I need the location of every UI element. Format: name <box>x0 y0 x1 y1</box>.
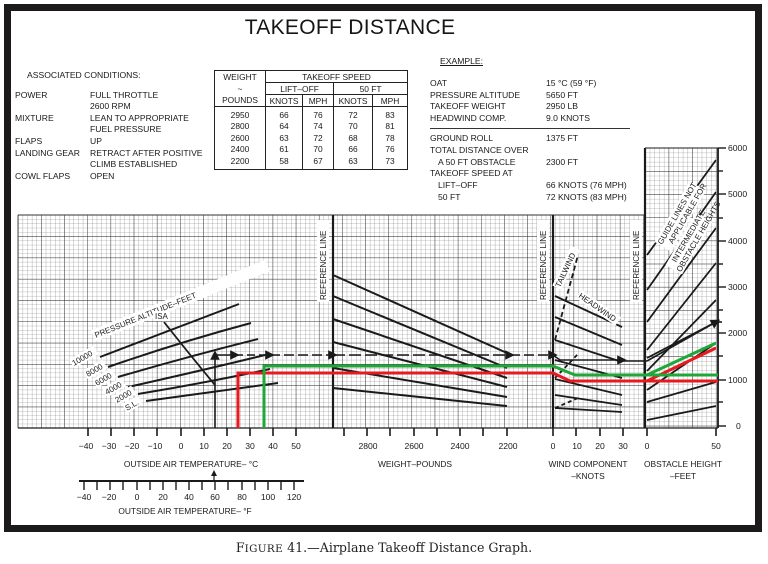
figure-caption: FIGURE 41.—Airplane Takeoff Distance Gra… <box>235 540 533 555</box>
oat-c-axis-label: OUTSIDE AIR TEMPERATURE– °C <box>124 459 258 469</box>
svg-text:−30: −30 <box>102 441 117 451</box>
svg-text:2800: 2800 <box>358 441 377 451</box>
svg-text:0: 0 <box>645 441 650 451</box>
distance-tick-labels: 0 1000 2000 3000 4000 5000 6000 <box>728 143 747 431</box>
svg-text:0: 0 <box>551 441 556 451</box>
svg-text:10: 10 <box>199 441 209 451</box>
condition-row: LANDING GEAR RETRACT AFTER POSITIVE <box>15 147 203 158</box>
conditions-header: ASSOCIATED CONDITIONS: <box>27 70 141 80</box>
svg-text:6000: 6000 <box>728 143 747 153</box>
svg-text:20: 20 <box>158 492 168 502</box>
svg-text:50: 50 <box>711 441 721 451</box>
condition-row: MIXTURE LEAN TO APPROPRIATE <box>15 112 189 123</box>
example-result-row: TOTAL DISTANCE OVER <box>430 144 529 155</box>
svg-text:30: 30 <box>618 441 628 451</box>
svg-text:40: 40 <box>184 492 194 502</box>
svg-text:3000: 3000 <box>728 282 747 292</box>
wind-axis-label-1: WIND COMPONENT <box>548 459 627 469</box>
svg-text:2600: 2600 <box>404 441 423 451</box>
svg-text:2200: 2200 <box>498 441 517 451</box>
example-path <box>210 319 722 428</box>
distance-axis <box>718 147 726 427</box>
svg-text:0: 0 <box>179 441 184 451</box>
svg-text:2000: 2000 <box>728 328 747 338</box>
obstacle-note: GUIDE LINES NOT APPLICABLE FOR INTERMEDI… <box>654 181 722 275</box>
svg-text:40: 40 <box>268 441 278 451</box>
example-result-row: TAKEOFF SPEED AT <box>430 168 513 179</box>
svg-text:−10: −10 <box>148 441 163 451</box>
green-highlight-path <box>262 341 718 428</box>
obstacle-axis-label-1: OBSTACLE HEIGHT <box>644 459 722 469</box>
wind-axis-label-2: –KNOTS <box>571 471 605 481</box>
weight-tick-labels: 2800 2600 2400 2200 <box>358 441 517 451</box>
example-input-row: HEADWIND COMP. 9.0 KNOTS <box>430 113 590 124</box>
weight-axis <box>343 428 508 436</box>
obstacle-tick-labels: 0 50 <box>645 441 721 451</box>
example-result-row: LIFT–OFF 66 KNOTS (76 MPH) <box>438 180 627 191</box>
svg-text:2400: 2400 <box>450 441 469 451</box>
svg-text:0: 0 <box>135 492 140 502</box>
example-result-row: A 50 FT OBSTACLE 2300 FT <box>438 156 579 167</box>
reference-line-label-3: REFERENCE LINE <box>632 231 641 300</box>
reference-line-label-2: REFERENCE LINE <box>539 231 548 300</box>
condition-row: FUEL PRESSURE <box>90 124 162 135</box>
reference-line-labels: REFERENCE LINE REFERENCE LINE REFERENCE … <box>317 220 642 302</box>
bottom-rule <box>4 525 762 532</box>
svg-text:20: 20 <box>222 441 232 451</box>
example-header: EXAMPLE: <box>440 56 483 66</box>
wind-axis <box>552 428 624 436</box>
example-divider <box>430 127 630 129</box>
svg-text:50: 50 <box>291 441 301 451</box>
svg-text:0: 0 <box>736 421 741 431</box>
obstacle-axis-label-2: –FEET <box>670 471 696 481</box>
table-row: 2800 64 74 70 81 <box>214 120 408 132</box>
oat-c-axis <box>87 428 297 436</box>
reference-line-label-1: REFERENCE LINE <box>319 231 328 300</box>
svg-text:5000: 5000 <box>728 189 747 199</box>
oat-c-tick-labels: −40 −30 −20 −10 0 10 20 30 40 50 <box>79 441 301 451</box>
weight-axis-label: WEIGHT–POUNDS <box>378 459 452 469</box>
svg-text:30: 30 <box>245 441 255 451</box>
pressure-altitude-curves <box>99 303 279 402</box>
svg-text:80: 80 <box>237 492 247 502</box>
table-row: 2950 66 76 72 83 <box>214 106 408 121</box>
svg-text:60: 60 <box>210 492 220 502</box>
table-row: 2600 63 72 68 78 <box>214 132 408 144</box>
svg-text:−20: −20 <box>125 441 140 451</box>
table-row: 2200 58 67 63 73 <box>214 155 408 170</box>
svg-text:−40: −40 <box>77 492 92 502</box>
obstacle-axis <box>646 428 717 436</box>
example-input-row: TAKEOFF WEIGHT 2950 LB <box>430 101 579 112</box>
oat-f-axis-label: OUTSIDE AIR TEMPERATURE– °F <box>118 506 251 516</box>
svg-text:1000: 1000 <box>728 375 747 385</box>
svg-text:20: 20 <box>595 441 605 451</box>
svg-text:−40: −40 <box>79 441 94 451</box>
svg-text:120: 120 <box>287 492 302 502</box>
svg-text:10: 10 <box>572 441 582 451</box>
takeoff-speed-table: WEIGHT TAKEOFF SPEED ~ LIFT–OFF 50 FT PO… <box>214 70 408 170</box>
svg-text:4000: 4000 <box>728 236 747 246</box>
example-input-row: PRESSURE ALTITUDE 5650 FT <box>430 89 579 100</box>
svg-text:100: 100 <box>261 492 276 502</box>
example-input-row: OAT 15 °C (59 °F) <box>430 77 597 88</box>
isa-label: ISA <box>155 312 169 321</box>
condition-row: CLIMB ESTABLISHED <box>90 159 178 170</box>
condition-row: COWL FLAPS OPEN <box>15 170 115 181</box>
wind-tick-labels: 0 10 20 30 <box>551 441 628 451</box>
example-block: EXAMPLE: OAT 15 °C (59 °F) PRESSURE ALTIT… <box>430 56 630 204</box>
svg-text:−20: −20 <box>102 492 117 502</box>
oat-f-tick-labels: −40 −20 0 20 40 60 80 100 120 <box>77 492 302 502</box>
condition-row: POWER FULL THROTTLE <box>15 89 159 100</box>
condition-row: 2600 RPM <box>90 101 131 112</box>
table-row: 2400 61 70 66 76 <box>214 143 408 155</box>
oat-f-axis <box>79 470 304 490</box>
condition-row: FLAPS UP <box>15 135 102 146</box>
example-result-row: 50 FT 72 KNOTS (83 MPH) <box>438 191 627 202</box>
associated-conditions: ASSOCIATED CONDITIONS: POWER FULL THROTTL… <box>15 70 203 182</box>
chart-title: TAKEOFF DISTANCE <box>244 16 456 39</box>
example-result-row: GROUND ROLL 1375 FT <box>430 132 579 143</box>
